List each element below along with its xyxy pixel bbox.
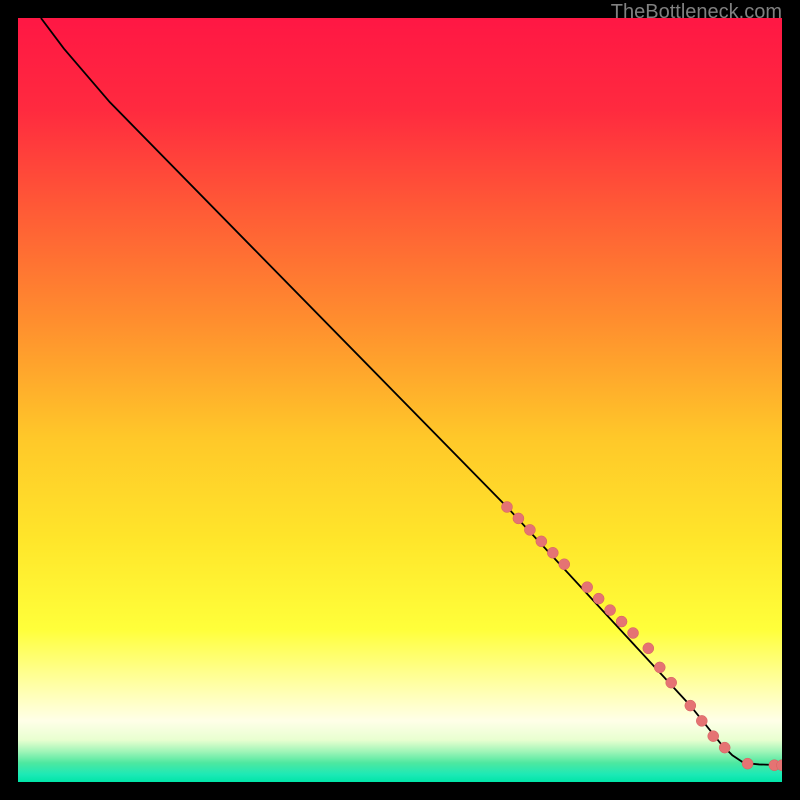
data-point: [524, 524, 535, 535]
data-point: [605, 605, 616, 616]
data-point: [501, 501, 512, 512]
data-point: [582, 582, 593, 593]
data-point: [696, 715, 707, 726]
chart-svg: [18, 18, 782, 782]
data-point: [593, 593, 604, 604]
data-point: [536, 536, 547, 547]
data-point: [559, 559, 570, 570]
chart-container: TheBottleneck.com: [0, 0, 800, 800]
plot-area: [18, 18, 782, 782]
data-point: [513, 513, 524, 524]
data-point: [654, 662, 665, 673]
data-point: [719, 742, 730, 753]
watermark-text: TheBottleneck.com: [611, 1, 782, 24]
data-point: [742, 758, 753, 769]
data-point: [666, 677, 677, 688]
data-point: [643, 643, 654, 654]
data-point: [685, 700, 696, 711]
data-point: [708, 731, 719, 742]
data-point: [547, 547, 558, 558]
data-point: [628, 628, 639, 639]
gradient-background: [18, 18, 782, 782]
data-point: [616, 616, 627, 627]
